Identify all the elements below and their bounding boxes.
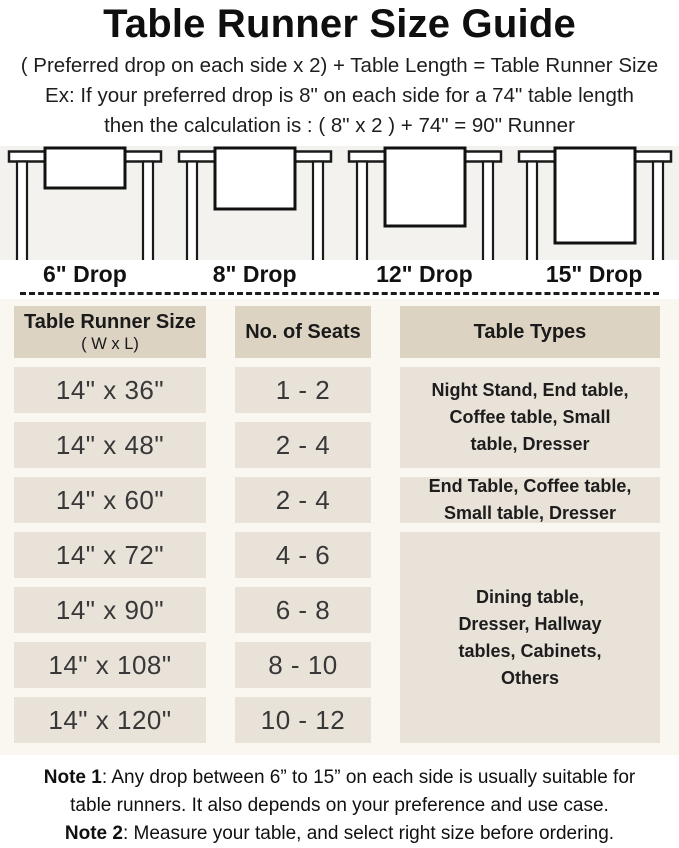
table-leg-right xyxy=(141,160,155,260)
size-cell: 14" x 108" xyxy=(14,642,206,688)
table-runner-illustration xyxy=(347,146,503,260)
dashed-divider xyxy=(20,292,659,295)
seats-cell: 2 - 4 xyxy=(235,422,371,468)
header-table-types: Table Types xyxy=(400,306,660,358)
size-cell: 14" x 90" xyxy=(14,587,206,633)
seats-cell: 10 - 12 xyxy=(235,697,371,743)
example-line-1: Ex: If your preferred drop is 8" on each… xyxy=(45,84,634,107)
table-leg-left xyxy=(355,160,369,260)
page-title: Table Runner Size Guide xyxy=(103,2,576,46)
note-1: Note 1: Any drop between 6” to 15” on ea… xyxy=(6,764,673,820)
seats-cell: 8 - 10 xyxy=(235,642,371,688)
size-cell: 14" x 120" xyxy=(14,697,206,743)
seats-cell: 6 - 8 xyxy=(235,587,371,633)
drop-illustrations-band xyxy=(0,146,679,260)
table-leg-left xyxy=(185,160,199,260)
runner xyxy=(43,146,127,190)
table-leg-right xyxy=(481,160,495,260)
table-leg-left xyxy=(15,160,29,260)
header-runner-size-label: Table Runner Size xyxy=(24,310,196,333)
size-cell: 14" x 72" xyxy=(14,532,206,578)
size-cell: 14" x 48" xyxy=(14,422,206,468)
drop-label-12in: 12" Drop xyxy=(376,261,473,287)
table-types-cell-small: Night Stand, End table, Coffee table, Sm… xyxy=(400,367,660,468)
header-runner-size: Table Runner Size ( W x L) xyxy=(14,306,206,358)
table-figure-15in xyxy=(510,146,679,260)
seats-cell: 4 - 6 xyxy=(235,532,371,578)
runner xyxy=(383,146,467,228)
formula-text: ( Preferred drop on each side x 2) + Tab… xyxy=(20,54,659,77)
table-runner-illustration xyxy=(517,146,673,260)
table-figure-8in xyxy=(170,146,340,260)
runner xyxy=(213,146,297,211)
drop-label-8in: 8" Drop xyxy=(212,261,297,287)
table-leg-left xyxy=(525,160,539,260)
table-types-cell-dining: Dining table, Dresser, Hallway tables, C… xyxy=(400,532,660,743)
example-line-2: then the calculation is : ( 8" x 2 ) + 7… xyxy=(104,114,575,137)
drop-labels-row: 6" Drop 8" Drop 12" Drop 15" Drop xyxy=(0,260,679,292)
notes-section: Note 1: Any drop between 6” to 15” on ea… xyxy=(0,755,679,848)
table-leg-right xyxy=(311,160,325,260)
header-runner-size-sub: ( W x L) xyxy=(81,334,139,353)
size-cell: 14" x 60" xyxy=(14,477,206,523)
size-table: Table Runner Size ( W x L) No. of Seats … xyxy=(0,299,679,755)
drop-label-6in: 6" Drop xyxy=(43,261,127,287)
table-figure-12in xyxy=(340,146,510,260)
note-1-label: Note 1 xyxy=(43,767,102,788)
table-figure-6in xyxy=(0,146,170,260)
size-cell: 14" x 36" xyxy=(14,367,206,413)
drop-label-15in: 15" Drop xyxy=(545,261,643,287)
seats-cell: 2 - 4 xyxy=(235,477,371,523)
header-seats: No. of Seats xyxy=(235,306,371,358)
table-types-cell-medium: End Table, Coffee table, Small table, Dr… xyxy=(400,476,660,523)
note-1-text: : Any drop between 6” to 15” on each sid… xyxy=(70,767,636,816)
note-2: Note 2: Measure your table, and select r… xyxy=(6,820,673,848)
seats-cell: 1 - 2 xyxy=(235,367,371,413)
table-runner-illustration xyxy=(177,146,333,260)
table-leg-right xyxy=(651,160,665,260)
runner xyxy=(553,146,637,245)
table-runner-illustration xyxy=(7,146,163,260)
